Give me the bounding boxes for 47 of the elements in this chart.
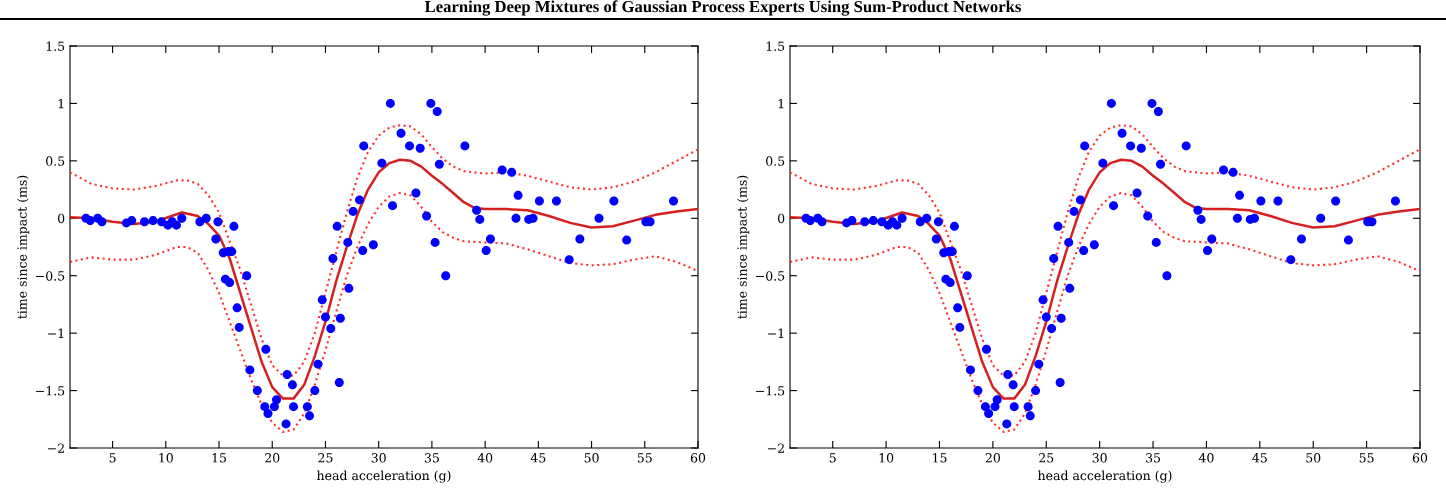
x-tick-label: 55 <box>637 453 652 463</box>
y-tick-label: 0 <box>58 213 65 224</box>
x-tick-label: 30 <box>371 453 386 463</box>
x-tick-label: 10 <box>159 453 173 463</box>
line-series <box>790 124 1420 377</box>
x-tick-label: 20 <box>985 453 1000 463</box>
x-tick-label: 10 <box>879 453 894 463</box>
x-tick-label: 35 <box>424 453 439 463</box>
y-tick-label: −1 <box>48 328 64 338</box>
x-tick-label: 60 <box>1412 453 1428 463</box>
text: Learning Deep Mixtures of Gaussian Process Experts Using Sum-Product Networks <box>424 0 1021 16</box>
y-axis-title: time since impact (ms) <box>17 175 30 319</box>
x-tick-label: 50 <box>584 453 599 463</box>
x-axis-title: head acceleration (g) <box>1038 470 1172 483</box>
y-tick-label: 1 <box>778 98 784 109</box>
x-tick-label: 35 <box>1146 453 1161 463</box>
line-series <box>70 124 698 377</box>
x-tick-label: 25 <box>1039 453 1054 463</box>
x-tick-label: 45 <box>530 453 546 463</box>
y-tick-label: −0.5 <box>36 271 65 281</box>
x-tick-label: 45 <box>1252 453 1267 463</box>
y-tick-label: 0 <box>778 213 785 224</box>
x-tick-label: 15 <box>212 453 227 463</box>
x-tick-label: 50 <box>1306 453 1321 463</box>
y-tick-label: 0.5 <box>766 156 785 166</box>
x-tick-label: 25 <box>318 453 333 463</box>
y-tick-label: 1 <box>58 98 64 109</box>
x-tick-label: 30 <box>1092 453 1107 463</box>
y-axis-title: time since impact (ms) <box>737 175 750 319</box>
y-tick-label: −0.5 <box>756 271 785 281</box>
y-tick-label: −2 <box>48 443 64 453</box>
y-tick-label: −1.5 <box>36 386 65 396</box>
y-tick-label: −1.5 <box>756 386 785 396</box>
y-tick-label: 0.5 <box>46 156 65 166</box>
x-tick-label: 15 <box>933 453 947 463</box>
x-tick-label: 5 <box>829 453 836 463</box>
x-tick-label: 40 <box>1198 453 1214 463</box>
y-tick-label: −1 <box>768 328 784 338</box>
x-tick-label: 5 <box>109 453 116 463</box>
x-axis-title: head acceleration (g) <box>317 470 451 483</box>
y-tick-label: 1.5 <box>766 41 785 51</box>
y-tick-label: −2 <box>768 443 784 453</box>
x-tick-label: 55 <box>1359 453 1374 463</box>
x-tick-label: 60 <box>690 453 706 463</box>
y-tick-label: 1.5 <box>46 41 65 51</box>
x-tick-label: 20 <box>265 453 280 463</box>
x-tick-label: 40 <box>477 453 493 463</box>
